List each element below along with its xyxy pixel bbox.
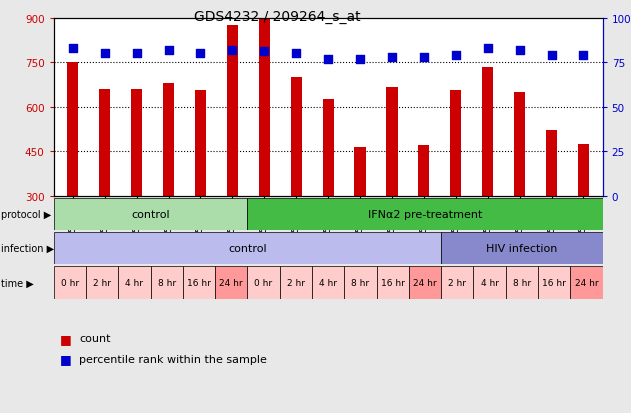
Point <box>355 56 365 63</box>
Text: ■: ■ <box>60 332 72 345</box>
Bar <box>118 267 151 299</box>
Text: 0 hr: 0 hr <box>61 278 79 287</box>
Text: 8 hr: 8 hr <box>158 278 175 287</box>
Point <box>68 45 78 52</box>
Bar <box>386 88 398 196</box>
Text: 0 hr: 0 hr <box>254 278 273 287</box>
Bar <box>259 19 270 196</box>
Point <box>419 55 429 61</box>
Point <box>579 52 589 59</box>
Bar <box>163 84 174 196</box>
Bar <box>131 90 142 196</box>
Point <box>483 45 493 52</box>
Text: 4 hr: 4 hr <box>319 278 337 287</box>
Bar <box>570 267 603 299</box>
Point <box>163 47 174 54</box>
Point <box>259 49 269 56</box>
Bar <box>514 93 525 196</box>
Bar <box>291 78 302 196</box>
Bar <box>345 267 377 299</box>
Text: percentile rank within the sample: percentile rank within the sample <box>79 354 267 364</box>
Bar <box>409 267 441 299</box>
Text: ■: ■ <box>60 352 72 366</box>
Bar <box>247 267 280 299</box>
Text: 24 hr: 24 hr <box>575 278 598 287</box>
Text: 2 hr: 2 hr <box>448 278 466 287</box>
Point <box>451 52 461 59</box>
Point <box>387 55 397 61</box>
Bar <box>151 267 183 299</box>
Bar <box>227 26 238 196</box>
Text: GDS4232 / 209264_s_at: GDS4232 / 209264_s_at <box>194 10 361 24</box>
Bar <box>322 100 334 196</box>
Text: 24 hr: 24 hr <box>413 278 437 287</box>
Bar <box>473 267 505 299</box>
Bar <box>247 198 603 230</box>
Bar <box>441 267 473 299</box>
Bar <box>355 147 365 196</box>
Text: 2 hr: 2 hr <box>287 278 305 287</box>
Text: 4 hr: 4 hr <box>126 278 143 287</box>
Text: 2 hr: 2 hr <box>93 278 111 287</box>
Point <box>132 51 142 57</box>
Bar <box>441 233 603 265</box>
Bar <box>99 90 110 196</box>
Text: 16 hr: 16 hr <box>380 278 404 287</box>
Point <box>514 47 524 54</box>
Bar <box>280 267 312 299</box>
Point <box>323 56 333 63</box>
Bar <box>538 267 570 299</box>
Text: 16 hr: 16 hr <box>187 278 211 287</box>
Text: control: control <box>228 244 267 254</box>
Bar <box>505 267 538 299</box>
Text: IFNα2 pre-treatment: IFNα2 pre-treatment <box>368 209 482 219</box>
Bar <box>578 145 589 196</box>
Point <box>546 52 557 59</box>
Bar <box>377 267 409 299</box>
Bar <box>54 198 247 230</box>
Text: 24 hr: 24 hr <box>220 278 243 287</box>
Point <box>227 47 237 54</box>
Point <box>291 51 301 57</box>
Text: control: control <box>131 209 170 219</box>
Bar <box>418 146 430 196</box>
Text: HIV infection: HIV infection <box>487 244 558 254</box>
Point <box>196 51 206 57</box>
Text: protocol ▶: protocol ▶ <box>1 209 51 219</box>
Text: 8 hr: 8 hr <box>351 278 370 287</box>
Text: 8 hr: 8 hr <box>513 278 531 287</box>
Bar <box>54 267 86 299</box>
Bar <box>312 267 345 299</box>
Bar <box>546 131 557 196</box>
Text: time ▶: time ▶ <box>1 278 33 288</box>
Text: count: count <box>79 333 110 343</box>
Text: infection ▶: infection ▶ <box>1 244 54 254</box>
Bar <box>215 267 247 299</box>
Bar <box>54 233 441 265</box>
Bar <box>482 67 493 196</box>
Bar <box>450 91 461 196</box>
Text: 16 hr: 16 hr <box>542 278 566 287</box>
Point <box>100 51 110 57</box>
Text: 4 hr: 4 hr <box>481 278 498 287</box>
Bar <box>67 63 78 196</box>
Bar <box>195 91 206 196</box>
Bar <box>86 267 118 299</box>
Bar <box>183 267 215 299</box>
